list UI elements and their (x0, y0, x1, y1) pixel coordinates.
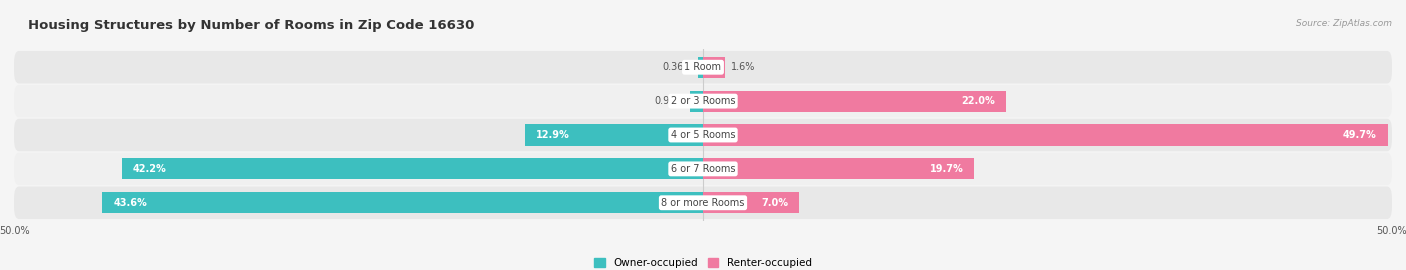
Text: 1 Room: 1 Room (685, 62, 721, 72)
Text: 1.6%: 1.6% (731, 62, 755, 72)
Text: 2 or 3 Rooms: 2 or 3 Rooms (671, 96, 735, 106)
Text: 22.0%: 22.0% (962, 96, 995, 106)
Bar (703, 158, 974, 179)
FancyBboxPatch shape (14, 153, 1392, 185)
Bar (526, 124, 703, 146)
Text: Source: ZipAtlas.com: Source: ZipAtlas.com (1296, 19, 1392, 28)
Text: 12.9%: 12.9% (536, 130, 569, 140)
Bar (103, 192, 703, 213)
FancyBboxPatch shape (14, 51, 1392, 83)
Text: 4 or 5 Rooms: 4 or 5 Rooms (671, 130, 735, 140)
Text: 8 or more Rooms: 8 or more Rooms (661, 198, 745, 208)
Text: 7.0%: 7.0% (762, 198, 789, 208)
Bar (703, 91, 1007, 112)
Text: 49.7%: 49.7% (1343, 130, 1376, 140)
FancyBboxPatch shape (14, 119, 1392, 151)
Text: Housing Structures by Number of Rooms in Zip Code 16630: Housing Structures by Number of Rooms in… (28, 19, 474, 32)
Bar (697, 57, 703, 78)
Text: 0.36%: 0.36% (662, 62, 693, 72)
Bar (703, 57, 725, 78)
Text: 6 or 7 Rooms: 6 or 7 Rooms (671, 164, 735, 174)
Bar (121, 158, 703, 179)
Bar (703, 192, 800, 213)
FancyBboxPatch shape (14, 85, 1392, 117)
Bar (703, 124, 1388, 146)
Text: 0.94%: 0.94% (654, 96, 685, 106)
Bar (690, 91, 703, 112)
Text: 43.6%: 43.6% (114, 198, 148, 208)
FancyBboxPatch shape (14, 187, 1392, 219)
Legend: Owner-occupied, Renter-occupied: Owner-occupied, Renter-occupied (595, 258, 811, 268)
Text: 42.2%: 42.2% (132, 164, 166, 174)
Text: 19.7%: 19.7% (929, 164, 963, 174)
